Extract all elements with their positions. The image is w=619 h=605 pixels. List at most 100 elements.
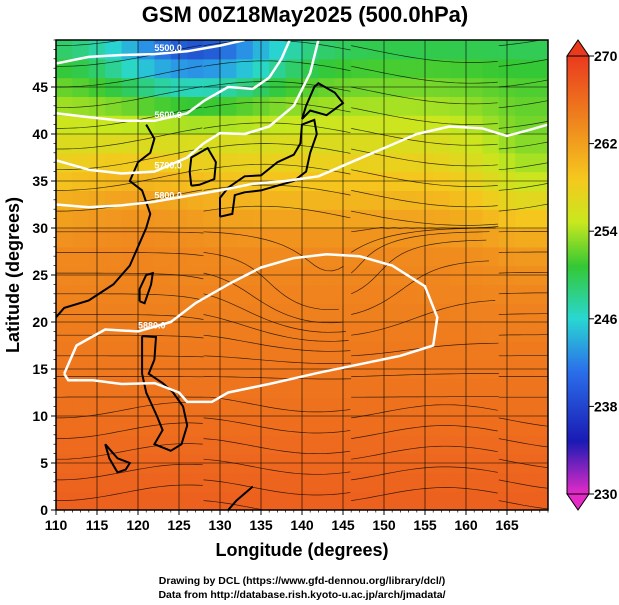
field-cell: [384, 434, 401, 455]
colorbar-tick-label: 262: [594, 136, 618, 152]
colorbar-ticks: 230 238 246 254 262 270: [589, 48, 618, 502]
field-cell: [203, 40, 221, 60]
field-cell: [400, 434, 418, 455]
field-cell: [318, 134, 336, 154]
field-cell: [351, 491, 369, 510]
field-cell: [138, 246, 155, 267]
field-cell: [433, 378, 451, 398]
colorbar-top-arrow: [566, 39, 590, 57]
field-cell: [449, 472, 467, 492]
field-cell: [285, 472, 303, 492]
field-cell: [466, 303, 483, 323]
field-cell: [220, 397, 237, 417]
field-cell: [105, 340, 123, 361]
field-cell: [449, 152, 467, 173]
field-cell: [220, 246, 237, 267]
streamline: [56, 463, 203, 481]
field-cell: [187, 284, 205, 304]
field-cell: [384, 397, 401, 417]
field-cell: [138, 491, 155, 510]
field-cell: [384, 322, 401, 342]
field-cell: [236, 58, 254, 79]
field-cell: [121, 58, 139, 79]
streamline: [498, 458, 548, 469]
streamline: [56, 168, 203, 191]
field-cell: [367, 152, 385, 173]
field-cell: [466, 246, 483, 267]
field-cell: [121, 209, 139, 229]
field-cell: [466, 152, 483, 173]
field-cell: [433, 228, 451, 248]
field-cell: [433, 340, 451, 361]
coastline: [138, 271, 155, 305]
field-cell: [56, 96, 73, 116]
field-cell: [302, 397, 319, 417]
streamline: [351, 65, 498, 84]
field-cell: [531, 378, 548, 398]
field-cell: [466, 228, 483, 248]
streamline: [351, 210, 498, 226]
field-cell: [482, 209, 500, 229]
streamline: [498, 479, 548, 489]
field-cell: [269, 397, 287, 417]
field-cell: [367, 40, 385, 60]
field-cell: [531, 472, 548, 492]
field-cell: [466, 340, 483, 361]
field-cell: [449, 434, 467, 455]
field-cell: [285, 209, 303, 229]
field-cell: [367, 209, 385, 229]
field-cell: [121, 77, 139, 97]
field-cell: [318, 40, 336, 60]
field-cell: [220, 491, 237, 510]
field-cell: [400, 190, 418, 210]
x-tick-label: 110: [45, 517, 68, 533]
field-cell: [121, 491, 139, 510]
wind-streamlines: [56, 40, 548, 510]
field-cell: [105, 322, 123, 342]
field-cell: [449, 397, 467, 417]
field-cell: [56, 416, 73, 436]
field-cell: [466, 209, 483, 229]
streamline: [498, 141, 548, 150]
height-contours: 5500.0 5600.0 5700.0 5800.0 5880.0: [56, 40, 548, 404]
field-cell: [88, 246, 106, 267]
field-cell: [351, 58, 369, 79]
field-cell: [187, 378, 205, 398]
streamline: [203, 500, 266, 510]
field-cell: [318, 152, 336, 173]
streamline: [351, 445, 498, 460]
field-cell: [56, 472, 73, 492]
field-cell: [236, 209, 254, 229]
field-cell: [482, 284, 500, 304]
streamline: [498, 334, 548, 336]
coastline: [188, 146, 217, 187]
field-cell: [482, 40, 500, 60]
field-cell: [220, 209, 237, 229]
field-cell: [482, 77, 500, 97]
field-cell: [105, 152, 123, 173]
field-cell: [56, 228, 73, 248]
streamline: [203, 122, 351, 134]
field-cell: [318, 190, 336, 210]
field-cell: [269, 77, 287, 97]
streamline: [351, 239, 487, 295]
field-cell: [351, 115, 369, 135]
field-cell: [269, 340, 287, 361]
field-cell: [318, 303, 336, 323]
field-cell: [384, 246, 401, 267]
streamline: [203, 479, 351, 496]
field-cell: [285, 115, 303, 135]
field-cell: [138, 340, 155, 361]
field-cell: [269, 228, 287, 248]
streamline: [351, 425, 498, 439]
field-cell: [285, 246, 303, 267]
field-cell: [236, 134, 254, 154]
field-cell: [121, 40, 139, 60]
field-cell: [236, 340, 254, 361]
field-cell: [121, 190, 139, 210]
field-cell: [187, 472, 205, 492]
field-cell: [72, 246, 90, 267]
field-cell: [220, 416, 237, 436]
field-cell: [154, 228, 172, 248]
field-cell: [285, 434, 303, 455]
